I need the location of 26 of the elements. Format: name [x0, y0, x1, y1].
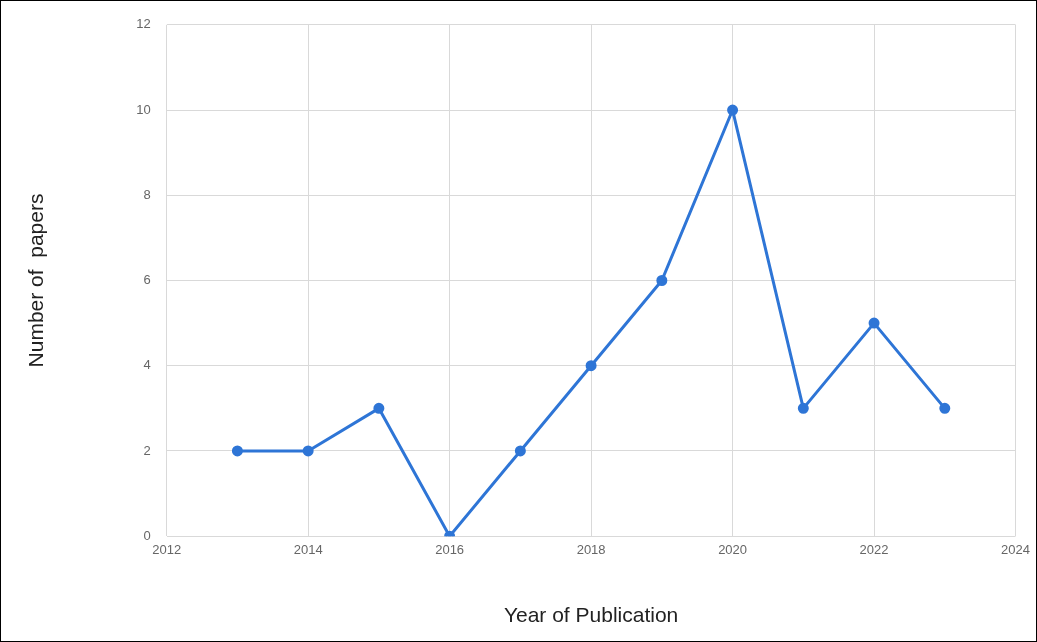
y-axis-title: Number of papers	[24, 193, 48, 368]
y-tick-label: 6	[143, 272, 151, 288]
y-tick-label: 0	[143, 527, 151, 543]
x-tick-label: 2016	[435, 541, 465, 557]
y-tick-label: 10	[136, 101, 151, 117]
point	[585, 360, 597, 372]
point	[939, 402, 951, 414]
x-tick-label: 2018	[576, 541, 606, 557]
x-tick-label: 2020	[718, 541, 748, 557]
point	[868, 317, 880, 329]
y-tick-label: 12	[136, 16, 151, 32]
y-tick-label: 2	[143, 442, 151, 458]
point	[231, 445, 243, 457]
y-tick-label: 8	[143, 186, 151, 202]
point	[727, 104, 739, 116]
x-tick-label: 2012	[152, 541, 182, 557]
x-tick-label: 2022	[859, 541, 889, 557]
point	[797, 402, 809, 414]
x-tick-label: 2024	[1001, 541, 1030, 557]
point	[514, 445, 526, 457]
point	[656, 275, 668, 286]
x-tick-label: 2014	[293, 541, 323, 557]
point	[373, 402, 385, 414]
point	[302, 445, 314, 457]
y-tick-label: 4	[143, 357, 151, 373]
x-axis-title: Year of Publication	[503, 603, 679, 627]
